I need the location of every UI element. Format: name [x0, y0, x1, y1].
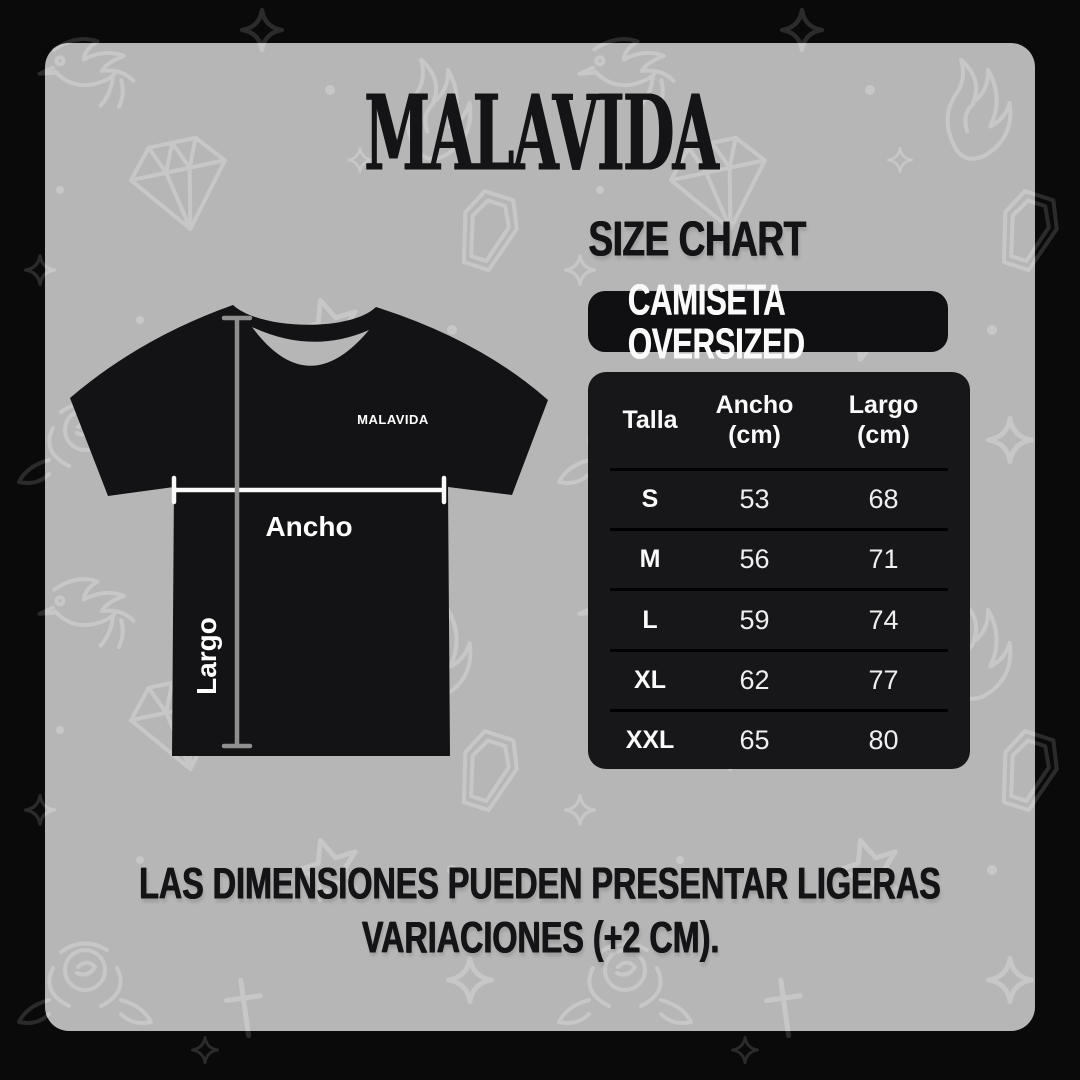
column-header-talla: Talla [622, 406, 678, 434]
size-table: Talla Ancho (cm) Largo (cm) S 53 68 M 56 7… [588, 372, 970, 769]
width-measure-line [171, 475, 447, 505]
table-row: S 53 68 [610, 468, 948, 528]
ancho-value: 65 [739, 724, 770, 755]
table-row: L 59 74 [610, 588, 948, 648]
size-label: XXL [625, 725, 675, 754]
column-header-largo: Largo (cm) [848, 391, 919, 449]
size-table-header: Talla Ancho (cm) Largo (cm) [610, 372, 948, 468]
column-header-ancho: Ancho (cm) [715, 391, 794, 449]
collar-opening [252, 327, 369, 366]
page-title: SIZE CHART [588, 210, 806, 266]
largo-value: 80 [868, 724, 899, 755]
length-label: Largo [191, 617, 222, 695]
table-row: XL 62 77 [610, 648, 948, 709]
size-label: L [642, 605, 658, 634]
size-label: S [641, 485, 659, 514]
tshirt-silhouette [70, 305, 548, 756]
length-measure-line [221, 315, 253, 749]
tshirt-chest-logo: MALAVIDA [357, 412, 429, 427]
ancho-value: 62 [739, 664, 770, 695]
ancho-value: 53 [739, 484, 770, 515]
disclaimer-line-1: LAS DIMENSIONES PUEDEN PRESENTAR LIGERAS [139, 859, 941, 910]
disclaimer-line-2: VARIACIONES (+2 CM). [361, 913, 719, 964]
ancho-value: 59 [739, 604, 770, 635]
product-badge: CAMISETA OVERSIZED [588, 278, 948, 366]
table-row: M 56 71 [610, 528, 948, 588]
largo-value: 71 [868, 544, 899, 575]
brand-logo-text: MALAVIDA [363, 72, 719, 195]
brand-logo: MALAVIDA [0, 81, 1080, 185]
largo-value: 74 [868, 604, 899, 635]
tshirt-diagram: MALAVIDA Ancho Largo [70, 305, 548, 756]
product-badge-label: CAMISETA OVERSIZED [627, 275, 805, 368]
size-label: XL [634, 665, 666, 694]
width-label: Ancho [265, 511, 352, 542]
ancho-value: 56 [739, 544, 770, 575]
largo-value: 68 [868, 484, 899, 515]
table-row: XXL 65 80 [610, 708, 948, 769]
largo-value: 77 [868, 664, 899, 695]
size-label: M [639, 545, 661, 574]
